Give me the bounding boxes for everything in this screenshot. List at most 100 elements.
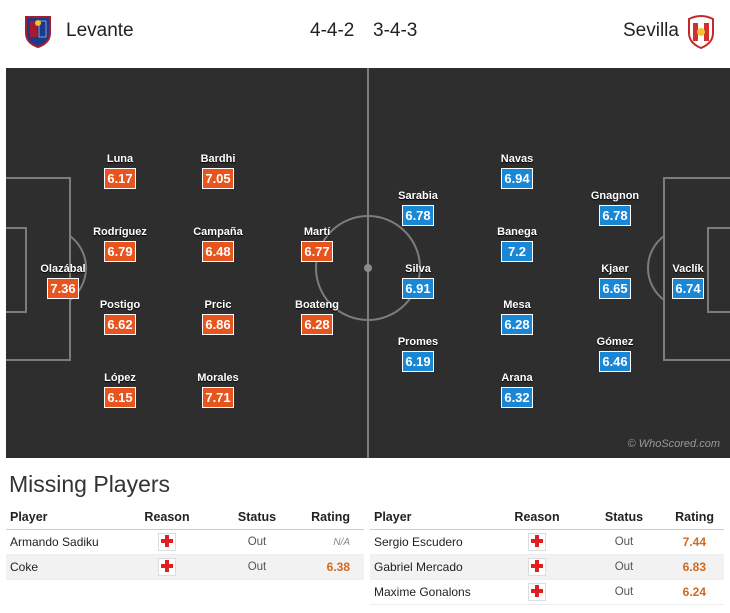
pitch-markings <box>6 68 730 458</box>
player-name: Luna <box>106 153 134 165</box>
away-player-mesa[interactable]: Mesa 6.28 <box>477 298 557 335</box>
player-rating: 6.65 <box>599 278 631 299</box>
player-name[interactable]: Coke <box>6 554 118 580</box>
home-formation: 4-4-2 <box>310 20 355 41</box>
injury-cross-icon[interactable] <box>158 533 176 551</box>
away-player-gnagnon[interactable]: Gnagnon 6.78 <box>575 189 655 226</box>
player-name: Vaclík <box>672 263 704 275</box>
away-missing-table: Player Reason Status Rating Sergio Escud… <box>370 505 724 605</box>
player-rating: 6.74 <box>672 278 704 299</box>
player-rating: 6.15 <box>104 387 136 408</box>
home-player-olazabal[interactable]: Olazábal 7.36 <box>23 262 103 299</box>
injury-cross-icon[interactable] <box>158 558 176 576</box>
player-rating: 6.19 <box>402 351 434 372</box>
table-row[interactable]: Maxime Gonalons Out 6.24 <box>370 579 724 605</box>
player-rating: 6.79 <box>104 241 136 262</box>
col-header-status: Status <box>216 505 298 530</box>
player-name: López <box>104 372 136 384</box>
away-formation: 3-4-3 <box>373 20 418 41</box>
status-text: Out <box>216 529 298 555</box>
home-player-campana[interactable]: Campaña 6.48 <box>178 225 258 262</box>
away-player-arana[interactable]: Arana 6.32 <box>477 371 557 408</box>
table-row[interactable]: Gabriel Mercado Out 6.83 <box>370 554 724 580</box>
home-player-luna[interactable]: Luna 6.17 <box>80 152 160 189</box>
player-name[interactable]: Gabriel Mercado <box>370 554 488 580</box>
home-player-lopez[interactable]: López 6.15 <box>80 371 160 408</box>
col-header-player: Player <box>370 505 488 530</box>
levante-crest-icon[interactable] <box>20 13 56 49</box>
player-rating: 6.32 <box>501 387 533 408</box>
player-name: Rodríguez <box>93 226 147 238</box>
player-rating: 6.78 <box>599 205 631 226</box>
player-rating: 6.91 <box>402 278 434 299</box>
player-name: Arana <box>501 372 533 384</box>
player-rating: 6.62 <box>104 314 136 335</box>
home-player-bardhi[interactable]: Bardhi 7.05 <box>178 152 258 189</box>
rating-value: 6.38 <box>298 554 364 580</box>
player-rating: 6.46 <box>599 351 631 372</box>
away-player-gomez[interactable]: Gómez 6.46 <box>575 335 655 372</box>
table-row[interactable]: Coke Out 6.38 <box>6 554 364 580</box>
player-rating: 6.94 <box>501 168 533 189</box>
match-header: Levante 4-4-2 3-4-3 Sevilla <box>0 0 730 66</box>
away-player-vaclik[interactable]: Vaclík 6.74 <box>648 262 728 299</box>
player-rating: 6.48 <box>202 241 234 262</box>
status-text: Out <box>586 554 662 580</box>
away-player-navas[interactable]: Navas 6.94 <box>477 152 557 189</box>
player-rating: 7.36 <box>47 278 79 299</box>
col-header-rating: Rating <box>662 505 724 530</box>
player-name: Mesa <box>503 299 531 311</box>
col-header-rating: Rating <box>298 505 364 530</box>
away-player-sarabia[interactable]: Sarabia 6.78 <box>378 189 458 226</box>
player-name: Gnagnon <box>590 190 640 202</box>
away-player-banega[interactable]: Banega 7.2 <box>477 225 557 262</box>
rating-value: N/A <box>298 529 364 555</box>
status-text: Out <box>586 579 662 605</box>
rating-value: 6.24 <box>662 579 724 605</box>
injury-cross-icon[interactable] <box>528 533 546 551</box>
table-header-row: Player Reason Status Rating <box>370 505 724 530</box>
home-team-name[interactable]: Levante <box>66 20 134 41</box>
player-rating: 6.17 <box>104 168 136 189</box>
player-name: Kjaer <box>601 263 629 275</box>
pitch: Olazábal 7.36 Luna 6.17 Rodríguez 6.79 P… <box>6 68 730 458</box>
player-name: Silva <box>405 263 431 275</box>
rating-value: 6.83 <box>662 554 724 580</box>
missing-players-title: Missing Players <box>9 471 171 497</box>
status-text: Out <box>216 554 298 580</box>
away-team-name[interactable]: Sevilla <box>623 20 679 41</box>
away-player-kjaer[interactable]: Kjaer 6.65 <box>575 262 655 299</box>
player-name: Banega <box>497 226 537 238</box>
player-name: Campaña <box>193 226 243 238</box>
player-name[interactable]: Armando Sadiku <box>6 529 118 555</box>
home-player-prcic[interactable]: Prcic 6.86 <box>178 298 258 335</box>
player-name: Sarabia <box>398 190 438 202</box>
away-player-promes[interactable]: Promes 6.19 <box>378 335 458 372</box>
home-player-marti[interactable]: Martí 6.77 <box>277 225 357 262</box>
player-name: Olazábal <box>40 263 86 275</box>
player-name: Promes <box>397 336 439 348</box>
table-row[interactable]: Armando Sadiku Out N/A <box>6 529 364 555</box>
away-player-silva[interactable]: Silva 6.91 <box>378 262 458 299</box>
home-player-boateng[interactable]: Boateng 6.28 <box>277 298 357 335</box>
player-name: Boateng <box>295 299 339 311</box>
sevilla-crest-icon[interactable] <box>683 13 719 49</box>
col-header-reason: Reason <box>118 505 216 530</box>
injury-cross-icon[interactable] <box>528 583 546 601</box>
injury-cross-icon[interactable] <box>528 558 546 576</box>
status-text: Out <box>586 529 662 555</box>
table-row[interactable]: Sergio Escudero Out 7.44 <box>370 529 724 555</box>
home-player-morales[interactable]: Morales 7.71 <box>178 371 258 408</box>
home-player-postigo[interactable]: Postigo 6.62 <box>80 298 160 335</box>
player-rating: 6.78 <box>402 205 434 226</box>
player-rating: 6.28 <box>301 314 333 335</box>
player-name[interactable]: Sergio Escudero <box>370 529 488 555</box>
player-name: Navas <box>500 153 534 165</box>
home-missing-table: Player Reason Status Rating Armando Sadi… <box>6 505 364 580</box>
player-name: Postigo <box>99 299 141 311</box>
player-name: Prcic <box>204 299 232 311</box>
player-name[interactable]: Maxime Gonalons <box>370 579 488 605</box>
player-name: Morales <box>197 372 239 384</box>
home-player-rodriguez[interactable]: Rodríguez 6.79 <box>80 225 160 262</box>
col-header-player: Player <box>6 505 118 530</box>
